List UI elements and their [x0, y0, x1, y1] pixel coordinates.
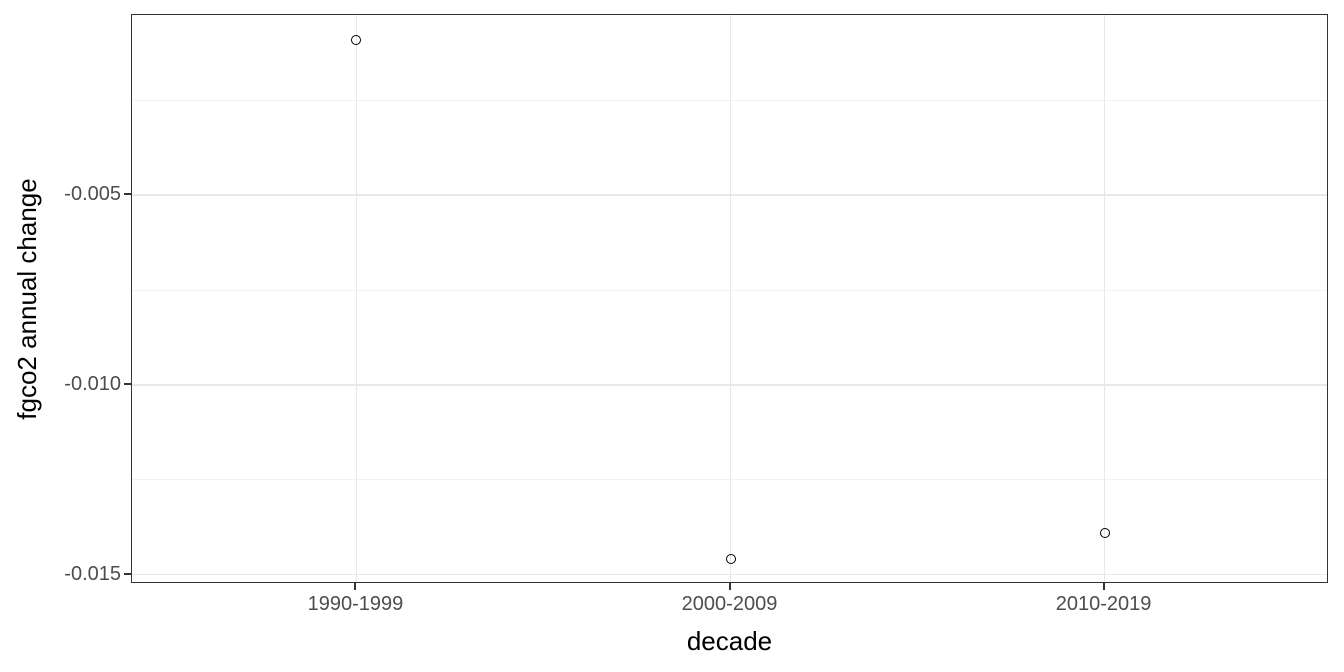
y-tick-label: -0.005	[64, 183, 121, 206]
y-tick-label: -0.015	[64, 562, 121, 585]
x-tick-mark	[1102, 583, 1105, 590]
h-gridline-minor	[132, 289, 1327, 291]
h-gridline-minor	[132, 479, 1327, 481]
x-tick-mark	[728, 583, 731, 590]
y-tick-label: -0.010	[64, 372, 121, 395]
x-tick-label: 2010-2019	[1055, 593, 1152, 615]
v-gridline-major	[729, 15, 732, 582]
x-tick-mark	[354, 583, 357, 590]
h-gridline-major	[132, 573, 1327, 576]
x-tick-label: 2000-2009	[681, 593, 778, 615]
y-tick-mark	[124, 193, 131, 196]
x-tick-label: 1990-1999	[307, 593, 404, 615]
x-axis-title: decade	[686, 626, 773, 656]
plot-panel	[131, 14, 1328, 583]
h-gridline-major	[132, 194, 1327, 196]
v-gridline-major	[355, 15, 358, 582]
y-tick-mark	[124, 382, 131, 385]
data-point	[725, 554, 736, 565]
y-axis-title: fgco2 annual change	[12, 177, 42, 420]
data-point	[1099, 527, 1110, 538]
v-gridline-major	[1103, 15, 1106, 582]
h-gridline-minor	[132, 99, 1327, 101]
h-gridline-major	[132, 384, 1327, 386]
y-tick-mark	[124, 572, 131, 575]
data-point	[351, 34, 362, 45]
